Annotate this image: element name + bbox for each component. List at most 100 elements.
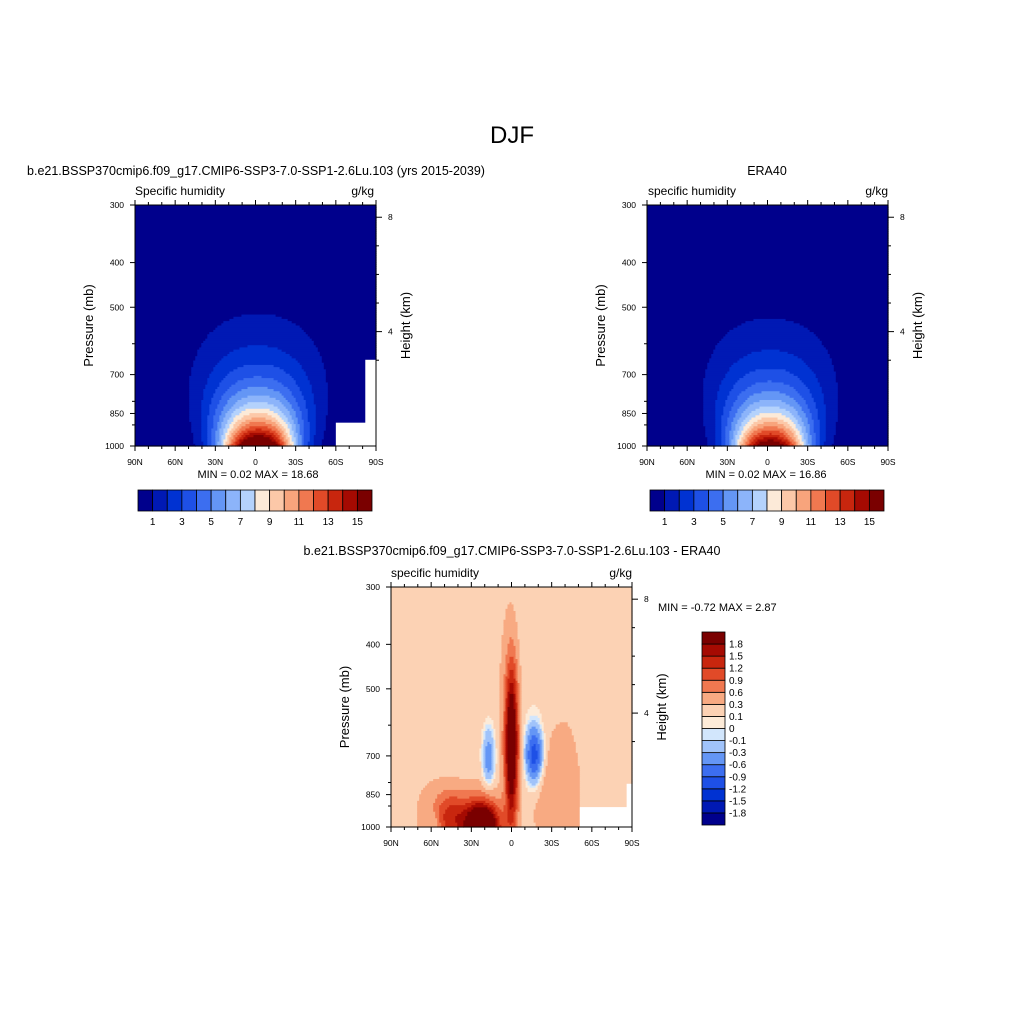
contour-cell <box>501 731 505 734</box>
contour-cell <box>815 435 821 438</box>
units-label: g/kg <box>351 184 374 198</box>
contour-cell <box>483 772 486 776</box>
contour-cell <box>521 744 525 747</box>
contour-cell <box>785 318 889 322</box>
contour-cell <box>503 676 507 680</box>
contour-cell <box>503 761 507 765</box>
contour-cell <box>517 741 521 745</box>
contour-cell <box>541 755 545 758</box>
colorbar-box <box>701 679 726 693</box>
contour-cell <box>303 443 309 447</box>
contour-cell <box>391 761 482 765</box>
contour-cell <box>485 757 493 760</box>
contour-cell <box>485 733 493 736</box>
contour-cell <box>293 395 305 399</box>
contour-cell <box>541 744 545 747</box>
y-axis-title: Pressure (mb) <box>593 284 608 366</box>
contour-cell <box>579 796 633 800</box>
contour-cell <box>817 380 837 384</box>
contour-cell <box>729 439 732 443</box>
contour-cell <box>771 380 803 384</box>
contour-cell <box>505 776 509 780</box>
contour-cell <box>515 645 521 649</box>
contour-cell <box>527 709 541 712</box>
contour-cell <box>391 630 505 634</box>
contour-cell <box>323 364 377 368</box>
contour-cell <box>831 358 889 362</box>
contour-cell <box>499 822 511 826</box>
contour-cell <box>241 397 277 401</box>
contour-cell <box>721 417 728 421</box>
contour-cell <box>509 792 515 795</box>
contour-cell <box>745 417 753 421</box>
contour-cell <box>517 672 523 675</box>
contour-cell <box>283 369 305 373</box>
contour-cell <box>531 720 537 723</box>
contour-cell <box>519 656 633 660</box>
contour-cell <box>793 397 805 401</box>
contour-cell <box>391 597 633 601</box>
contour-cell <box>391 711 501 715</box>
contour-cell <box>825 424 837 427</box>
contour-cell <box>527 739 531 743</box>
contour-cell <box>539 722 545 726</box>
contour-cell <box>523 724 527 728</box>
contour-cell <box>245 428 257 432</box>
contour-cell <box>739 435 744 438</box>
contour-cell <box>135 294 377 298</box>
contour-cell <box>503 739 507 743</box>
contour-cell <box>505 680 509 684</box>
contour-cell <box>507 785 511 789</box>
contour-cell <box>135 318 230 322</box>
contour-cell <box>779 406 795 410</box>
x-tick-label: 60S <box>328 457 343 467</box>
contour-cell <box>203 393 214 397</box>
contour-cell <box>519 748 523 752</box>
contour-cell <box>479 752 482 756</box>
contour-cell <box>497 824 503 828</box>
contour-cell <box>705 371 728 375</box>
contour-cell <box>391 800 418 804</box>
contour-cell <box>527 770 533 774</box>
contour-cell <box>559 722 569 726</box>
contour-cell <box>253 435 265 438</box>
contour-cell <box>515 663 519 667</box>
contour-cell <box>207 428 212 432</box>
contour-cell <box>537 722 541 726</box>
contour-cell <box>307 378 327 381</box>
contour-cell <box>513 672 517 675</box>
contour-cell <box>479 757 482 760</box>
contour-cell <box>527 787 539 791</box>
contour-cell <box>803 410 811 414</box>
contour-cell <box>809 430 815 434</box>
contour-cell <box>539 720 543 723</box>
contour-cell <box>515 619 633 623</box>
contour-cell <box>733 437 736 441</box>
contour-cell <box>483 737 486 741</box>
contour-cell <box>311 389 329 392</box>
contour-cell <box>507 707 515 710</box>
contour-cell <box>189 375 210 379</box>
contour-cell <box>543 739 547 743</box>
contour-cell <box>217 443 222 447</box>
contour-cell <box>281 432 285 436</box>
contour-cell <box>517 820 523 824</box>
contour-cell <box>303 441 309 445</box>
contour-cell <box>517 772 521 776</box>
contour-cell <box>483 746 486 750</box>
contour-cell <box>519 759 523 763</box>
contour-cell <box>291 417 299 421</box>
contour-cell <box>555 726 571 730</box>
contour-cell <box>519 645 633 649</box>
contour-cell <box>729 413 736 416</box>
contour-cell <box>505 683 509 686</box>
contour-cell <box>517 750 521 754</box>
contour-cell <box>305 404 317 408</box>
contour-cell <box>527 779 539 782</box>
contour-cell <box>225 404 235 408</box>
contour-cell <box>647 207 889 210</box>
contour-cell <box>719 384 734 388</box>
contour-cell <box>507 768 517 771</box>
contour-cell <box>517 722 521 726</box>
contour-cell <box>135 297 377 300</box>
